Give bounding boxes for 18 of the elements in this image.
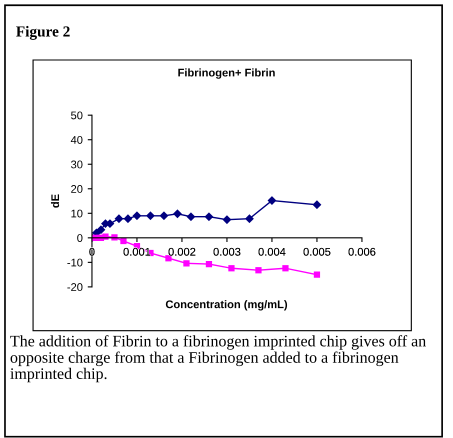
chart-title: Fibrinogen+ Fibrin: [178, 68, 275, 79]
text: The addition of Fibrin to a fibrinogen imprinted chip gives off an opposite charge from that a Fibrinogen added to a fibrinogen imprinted chip.: [10, 335, 426, 382]
x-tick-label: 0.006: [348, 248, 376, 256]
x-axis-title: Concentration (mg/mL): [166, 300, 288, 310]
caption: Figure 2: [16, 26, 70, 40]
y-tick-label: 50: [71, 111, 82, 120]
y-tick-label: 0: [77, 234, 82, 242]
x-tick-label: 0.003: [213, 248, 240, 256]
y-axis-title: dE: [50, 194, 60, 208]
y-tick-label: -10: [67, 258, 82, 266]
y-tick-label: 30: [70, 160, 82, 168]
y-tick-label: 20: [71, 185, 82, 193]
x-tick-label: 0.002: [168, 248, 196, 256]
y-tick-label: -20: [67, 283, 82, 292]
y-tick-label: 10: [71, 210, 82, 218]
y-tick-label: 40: [70, 136, 82, 144]
x-tick-label: 0.004: [258, 248, 286, 256]
x-tick-label: 0.005: [303, 248, 330, 256]
